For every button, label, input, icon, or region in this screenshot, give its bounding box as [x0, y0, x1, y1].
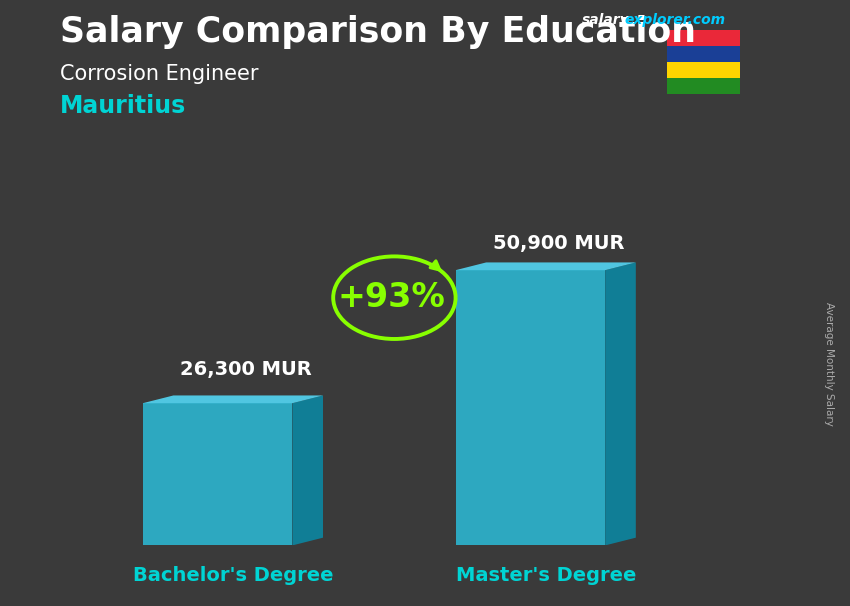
- Text: 50,900 MUR: 50,900 MUR: [493, 233, 625, 253]
- Polygon shape: [456, 262, 636, 270]
- Text: +93%: +93%: [337, 281, 445, 314]
- Text: Salary Comparison By Education: Salary Comparison By Education: [60, 15, 695, 49]
- Bar: [667, 78, 740, 94]
- Polygon shape: [456, 270, 605, 545]
- Text: Bachelor's Degree: Bachelor's Degree: [133, 567, 333, 585]
- Text: Mauritius: Mauritius: [60, 94, 186, 118]
- Polygon shape: [143, 403, 292, 545]
- Text: 26,300 MUR: 26,300 MUR: [180, 359, 312, 379]
- Text: Average Monthly Salary: Average Monthly Salary: [824, 302, 834, 425]
- Text: salary: salary: [582, 13, 630, 27]
- Polygon shape: [605, 262, 636, 545]
- Polygon shape: [143, 396, 323, 403]
- Text: Master's Degree: Master's Degree: [456, 567, 636, 585]
- Text: Corrosion Engineer: Corrosion Engineer: [60, 64, 258, 84]
- Text: explorer.com: explorer.com: [625, 13, 726, 27]
- Bar: [667, 30, 740, 46]
- Bar: [667, 46, 740, 62]
- Bar: [667, 62, 740, 78]
- Polygon shape: [292, 396, 323, 545]
